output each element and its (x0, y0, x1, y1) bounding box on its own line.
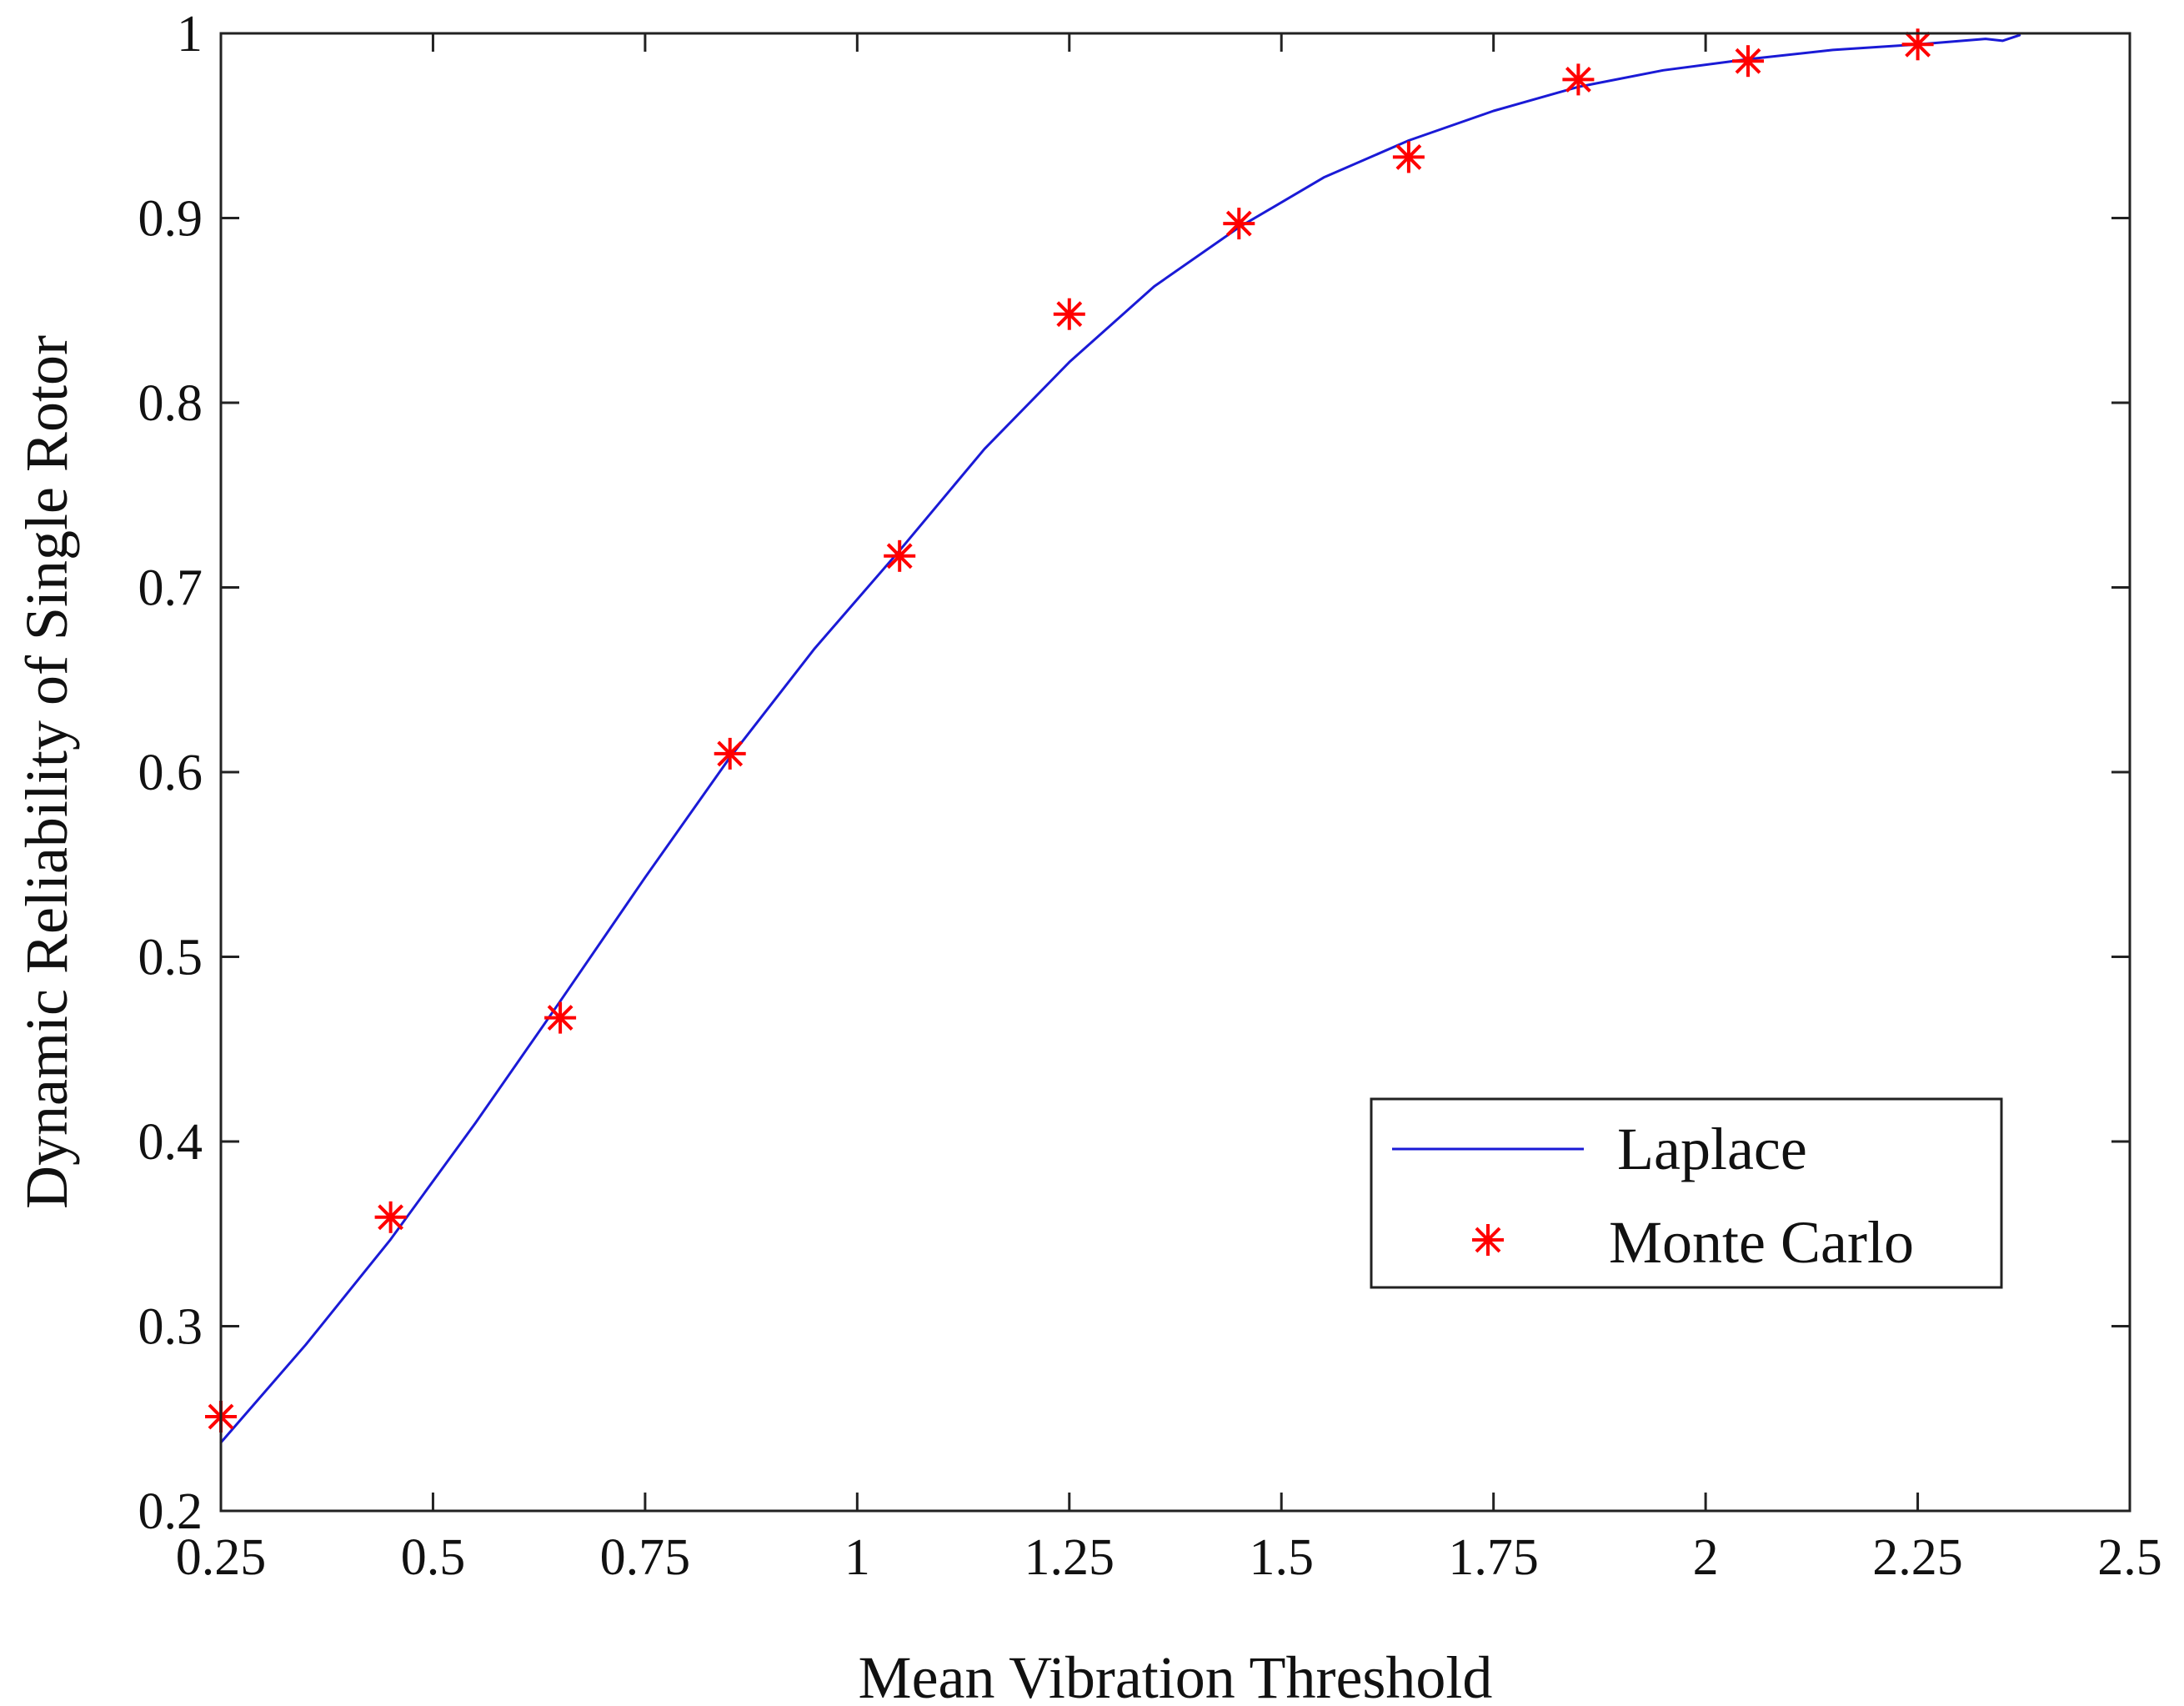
y-tick-label: 0.8 (138, 375, 203, 432)
x-tick-label: 1.25 (1024, 1529, 1115, 1586)
monte-carlo-point (714, 737, 746, 770)
y-axis-title: Dynamic Reliability of Single Rotor (13, 335, 80, 1209)
x-tick-label: 2.25 (1872, 1529, 1963, 1586)
laplace-line (219, 33, 2021, 1444)
y-tick-label: 0.6 (138, 745, 203, 801)
plot-frame (219, 32, 2131, 1513)
monte-carlo-point (374, 1201, 407, 1233)
y-tick-label: 0.3 (138, 1299, 203, 1356)
y-axis-ticks: 0.2 0.3 0.4 0.5 0.6 0.7 0.8 0.9 1 (138, 6, 2130, 1540)
plot-area (221, 33, 2130, 1511)
legend-monte-carlo-swatch (1472, 1224, 1504, 1256)
x-tick-label: 1 (844, 1529, 870, 1586)
legend: Laplace Monte Carlo (1370, 1097, 2003, 1289)
y-tick-label: 0.9 (138, 191, 203, 248)
monte-carlo-point (544, 1001, 577, 1034)
monte-carlo-point (1562, 63, 1595, 96)
x-tick-label: 0.5 (401, 1529, 466, 1586)
y-tick-label: 0.7 (138, 560, 203, 617)
x-tick-label: 1.5 (1249, 1529, 1314, 1586)
x-tick-label: 2.5 (2097, 1529, 2162, 1586)
x-axis-ticks: 0.25 0.5 0.75 1 1.25 1.5 1.75 2 2.25 2.5 (176, 33, 2162, 1586)
y-tick-label: 1 (177, 6, 203, 63)
monte-carlo-point (1392, 141, 1425, 173)
x-tick-label: 0.75 (600, 1529, 691, 1586)
monte-carlo-point (1223, 208, 1255, 240)
x-tick-label: 1.75 (1448, 1529, 1539, 1586)
monte-carlo-point (884, 539, 916, 572)
x-axis-title: Mean Vibration Threshold (859, 1644, 1493, 1706)
monte-carlo-point (1732, 45, 1764, 78)
x-tick-label: 2 (1693, 1529, 1719, 1586)
y-tick-label: 0.2 (138, 1483, 203, 1540)
legend-monte-carlo-label: Monte Carlo (1609, 1209, 1914, 1276)
legend-laplace-label: Laplace (1617, 1116, 1807, 1182)
x-tick-label: 0.25 (176, 1529, 267, 1586)
legend-box (1370, 1097, 2003, 1289)
y-tick-label: 0.5 (138, 930, 203, 986)
plot-series (205, 28, 2021, 1444)
y-tick-label: 0.4 (138, 1114, 203, 1171)
monte-carlo-point (1053, 298, 1085, 330)
